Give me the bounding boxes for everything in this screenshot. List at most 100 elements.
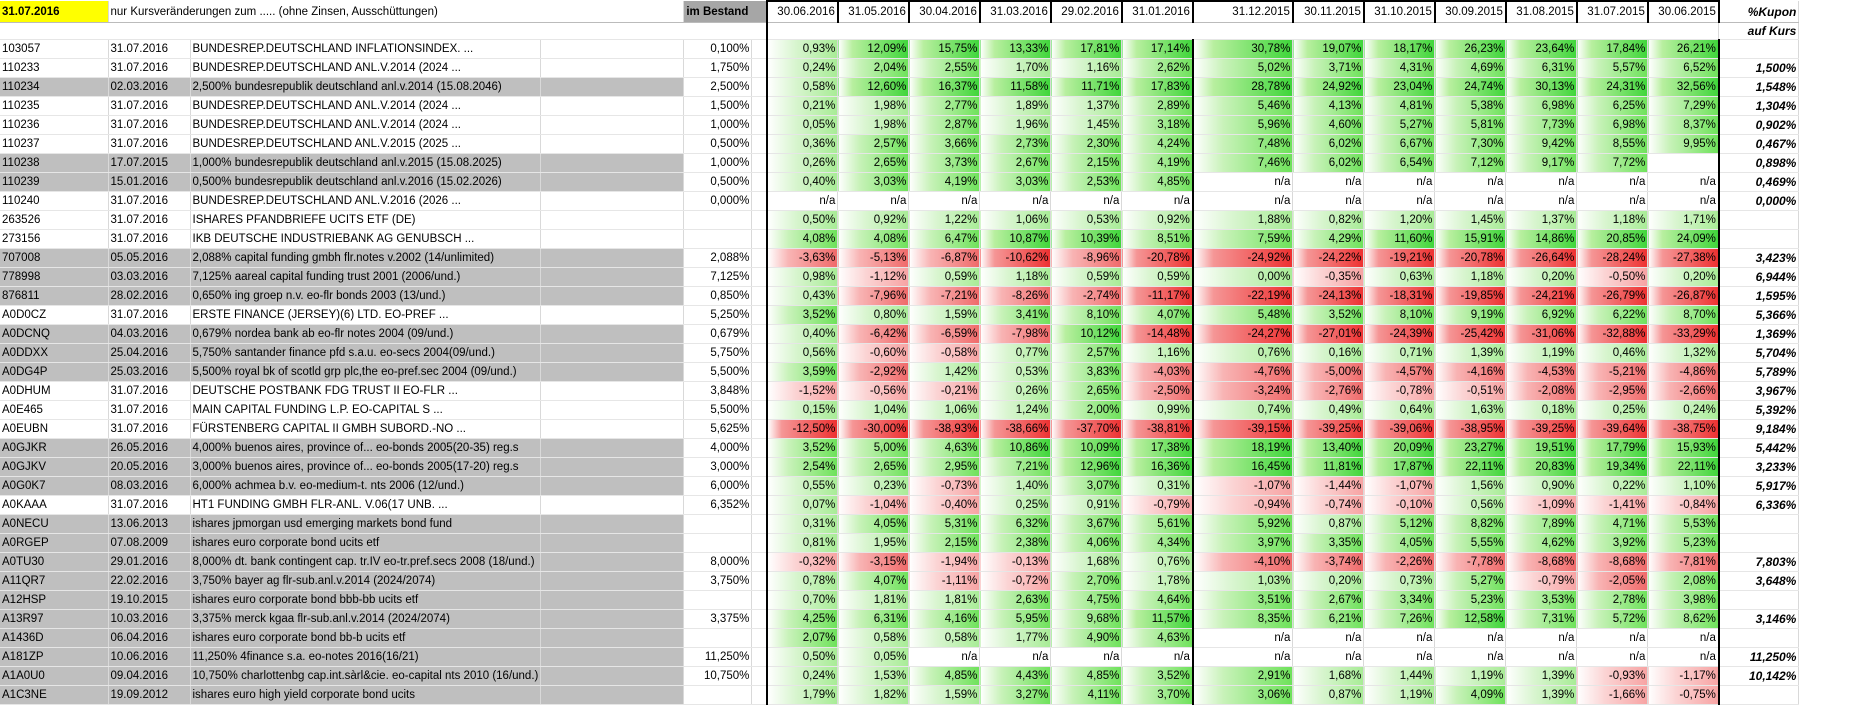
change-cell[interactable]: 7,31% [1505,609,1578,629]
empty-cell[interactable] [540,305,685,325]
security-name-cell[interactable]: 6,000% achmea b.v. eo-medium-t. nts 2006… [190,476,542,496]
change-cell[interactable]: 4,05% [837,514,910,534]
change-cell[interactable]: 11,71% [1050,77,1123,97]
change-cell[interactable]: -1,09% [1505,495,1578,515]
change-cell[interactable]: 5,72% [1576,609,1649,629]
change-cell[interactable]: 17,84% [1576,39,1649,59]
change-cell[interactable]: 0,46% [1576,343,1649,363]
change-cell[interactable]: n/a [1647,191,1720,211]
change-cell[interactable]: 1,45% [1050,115,1123,135]
change-cell[interactable]: 0,16% [1292,343,1365,363]
change-cell[interactable]: -1,12% [837,267,910,287]
change-cell[interactable]: 0,40% [765,324,839,344]
change-cell[interactable]: n/a [1576,172,1649,192]
kupon-cell[interactable] [1717,685,1800,705]
coupon-cell[interactable]: 0,850% [683,286,753,306]
change-cell[interactable]: n/a [1434,647,1507,667]
wkn-cell[interactable]: 110240 [0,191,109,211]
change-cell[interactable]: 1,96% [979,115,1052,135]
change-cell[interactable]: 7,59% [1191,229,1294,249]
change-cell[interactable]: 1,68% [1050,552,1123,572]
change-cell[interactable]: -2,74% [1050,286,1123,306]
change-cell[interactable]: 5,12% [1363,514,1436,534]
change-cell[interactable]: 30,13% [1505,77,1578,97]
empty-cell[interactable] [751,229,768,249]
security-name-cell[interactable]: MAIN CAPITAL FUNDING L.P. EO-CAPITAL S .… [190,400,542,420]
date-cell[interactable]: 20.05.2016 [108,457,191,477]
change-cell[interactable]: -0,21% [908,381,981,401]
kupon-cell[interactable]: 0,000% [1717,191,1800,211]
change-cell[interactable]: 6,02% [1292,134,1365,154]
date-cell[interactable]: 10.06.2016 [108,647,191,667]
change-cell[interactable]: 2,63% [979,590,1052,610]
kupon-cell[interactable]: 0,902% [1717,115,1800,135]
wkn-cell[interactable]: A0EUBN [0,419,109,439]
change-cell[interactable]: 0,92% [837,210,910,230]
change-cell[interactable]: -1,17% [1647,666,1720,686]
wkn-cell[interactable]: A12HSP [0,590,109,610]
security-name-cell[interactable]: 5,750% santander finance pfd s.a.u. eo-s… [190,343,542,363]
change-cell[interactable]: 4,85% [1121,172,1194,192]
change-cell[interactable]: 9,95% [1647,134,1720,154]
change-cell[interactable]: -3,63% [765,248,839,268]
change-cell[interactable]: n/a [1576,647,1649,667]
change-cell[interactable]: -38,81% [1121,419,1194,439]
change-cell[interactable]: -2,08% [1505,381,1578,401]
wkn-cell[interactable]: A0DCNQ [0,324,109,344]
change-cell[interactable]: -27,01% [1292,324,1365,344]
change-cell[interactable]: -0,84% [1647,495,1720,515]
security-name-cell[interactable]: 3,000% buenos aires, province of... eo-b… [190,457,542,477]
empty-cell[interactable] [751,77,768,97]
kupon-cell[interactable] [1717,210,1800,230]
change-cell[interactable]: -0,35% [1292,267,1365,287]
empty-cell[interactable] [540,495,685,515]
kupon-cell[interactable]: 11,250% [1717,647,1800,667]
change-cell[interactable]: 4,05% [1363,533,1436,553]
coupon-cell[interactable]: 10,750% [683,666,753,686]
change-cell[interactable]: 0,87% [1292,685,1365,705]
empty-cell[interactable] [751,590,768,610]
month-header[interactable]: 31.01.2016 [1120,0,1194,23]
empty-cell[interactable] [751,58,768,78]
change-cell[interactable]: 1,22% [908,210,981,230]
change-cell[interactable]: 0,05% [837,647,910,667]
change-cell[interactable]: 4,29% [1292,229,1365,249]
change-cell[interactable]: 7,72% [1576,153,1649,173]
date-cell[interactable]: 31.07.2016 [108,58,191,78]
change-cell[interactable]: -5,13% [837,248,910,268]
change-cell[interactable]: 4,60% [1292,115,1365,135]
kupon-cell[interactable]: 5,704% [1717,343,1800,363]
coupon-cell[interactable]: 1,000% [683,153,753,173]
wkn-cell[interactable]: 110239 [0,172,109,192]
empty-cell[interactable] [540,153,685,173]
coupon-cell[interactable] [683,590,753,610]
change-cell[interactable]: 23,64% [1505,39,1578,59]
change-cell[interactable]: n/a [908,191,981,211]
change-cell[interactable]: 8,82% [1434,514,1507,534]
change-cell[interactable]: 0,20% [1292,571,1365,591]
empty-cell[interactable] [751,685,768,705]
change-cell[interactable]: n/a [1505,191,1578,211]
change-cell[interactable]: 0,24% [1647,400,1720,420]
change-cell[interactable]: -4,10% [1191,552,1294,572]
change-cell[interactable]: -2,66% [1647,381,1720,401]
change-cell[interactable]: -2,50% [1121,381,1194,401]
wkn-cell[interactable]: A0TU30 [0,552,109,572]
change-cell[interactable]: 4,62% [1505,533,1578,553]
change-cell[interactable]: 0,23% [837,476,910,496]
change-cell[interactable]: 2,54% [765,457,839,477]
change-cell[interactable]: -3,24% [1191,381,1294,401]
change-cell[interactable]: 1,03% [1191,571,1294,591]
change-cell[interactable]: 3,18% [1121,115,1194,135]
change-cell[interactable]: 6,98% [1576,115,1649,135]
change-cell[interactable]: -3,15% [837,552,910,572]
change-cell[interactable]: 4,08% [837,229,910,249]
note-cell[interactable]: nur Kursveränderungen zum ..... (ohne Zi… [108,1,685,23]
change-cell[interactable]: 3,53% [1505,590,1578,610]
empty-cell[interactable] [540,39,685,59]
change-cell[interactable]: 8,10% [1363,305,1436,325]
change-cell[interactable]: n/a [1576,628,1649,648]
change-cell[interactable]: -24,92% [1191,248,1294,268]
change-cell[interactable]: 1,98% [837,115,910,135]
change-cell[interactable]: 6,25% [1576,96,1649,116]
